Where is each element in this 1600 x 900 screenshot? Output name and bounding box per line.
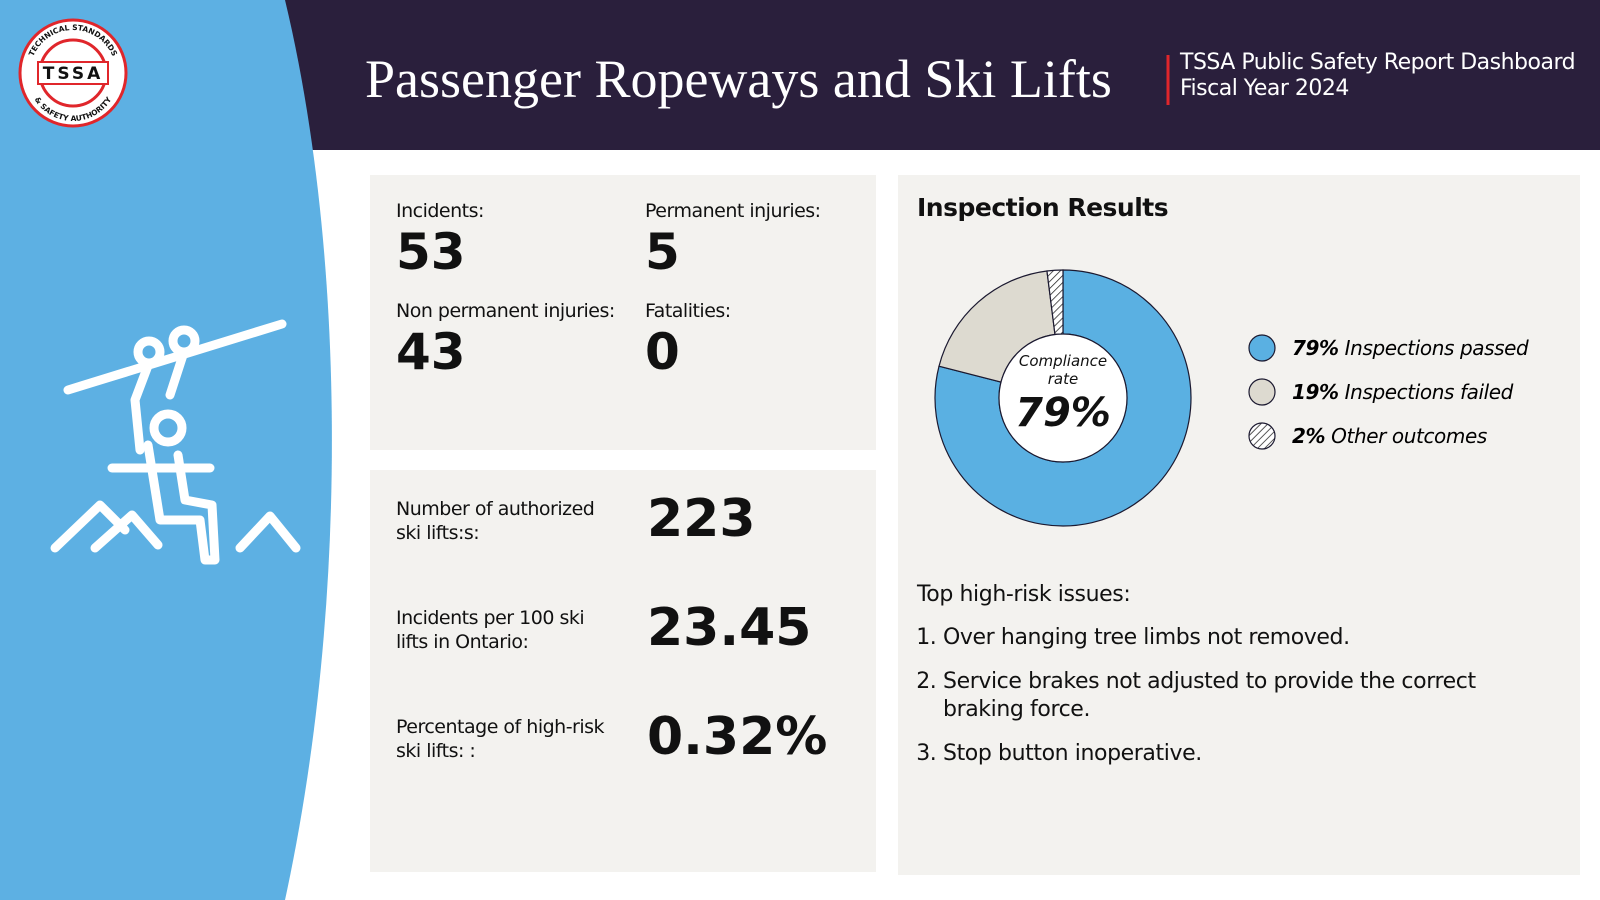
- subtitle-line: TSSA Public Safety Report Dashboard: [1180, 50, 1576, 75]
- stat-label: Permanent injuries:: [645, 200, 821, 222]
- subtitle: TSSA Public Safety Report Dashboard Fisc…: [1180, 50, 1576, 102]
- chart-title: Inspection Results: [917, 193, 1169, 222]
- issue-item: Stop button inoperative.: [943, 740, 1517, 768]
- issue-item: Over hanging tree limbs not removed.: [943, 624, 1517, 652]
- metric-value: 0.32%: [647, 707, 828, 767]
- legend-label: Inspections passed: [1345, 336, 1529, 360]
- donut-hole: [998, 333, 1128, 463]
- metric-label: Percentage of high-risk ski lifts: :: [396, 716, 605, 762]
- stat-label: Incidents:: [396, 200, 484, 222]
- legend-value: 19%: [1292, 380, 1339, 404]
- stats-card: [370, 175, 876, 450]
- logo: TECHNICAL STANDARDS & SAFETY AUTHORITY T…: [18, 18, 128, 128]
- subtitle-line: Fiscal Year 2024: [1180, 76, 1349, 101]
- legend-entry: 19% Inspections failed: [1292, 380, 1514, 404]
- legend-value: 2%: [1292, 424, 1325, 448]
- legend-swatch: [1248, 334, 1276, 362]
- stat-value: 43: [396, 323, 466, 381]
- metric-label: Incidents per 100 ski lifts in Ontario:: [396, 607, 585, 653]
- center-value: 79%: [1015, 390, 1111, 436]
- center-label: Compliance rate: [1018, 352, 1108, 388]
- legend-swatch: [1248, 378, 1276, 406]
- legend-entry: 79% Inspections passed: [1292, 336, 1529, 360]
- metric-value: 23.45: [647, 598, 812, 658]
- legend-label: Other outcomes: [1331, 424, 1487, 448]
- issue-item: Service brakes not adjusted to provide t…: [943, 668, 1517, 724]
- title: Passenger Ropeways and Ski Lifts: [365, 49, 1112, 109]
- legend-value: 79%: [1292, 336, 1339, 360]
- stat-value: 53: [396, 223, 466, 281]
- issues-list: Over hanging tree limbs not removed. Serv…: [917, 624, 1517, 784]
- stat-label: Non permanent injuries:: [396, 300, 615, 322]
- legend-label: Inspections failed: [1345, 380, 1514, 404]
- stat-value: 0: [645, 323, 680, 381]
- stat-value: 5: [645, 223, 680, 281]
- metric-label: Number of authorized ski lifts:s:: [396, 498, 595, 544]
- logo-text: TSSA: [43, 64, 103, 84]
- metric-value: 223: [647, 489, 756, 549]
- metrics-card: [370, 470, 876, 872]
- issues-title: Top high-risk issues:: [917, 582, 1131, 607]
- legend-entry: 2% Other outcomes: [1292, 424, 1487, 448]
- legend-swatch: [1248, 422, 1276, 450]
- stat-label: Fatalities:: [645, 300, 731, 322]
